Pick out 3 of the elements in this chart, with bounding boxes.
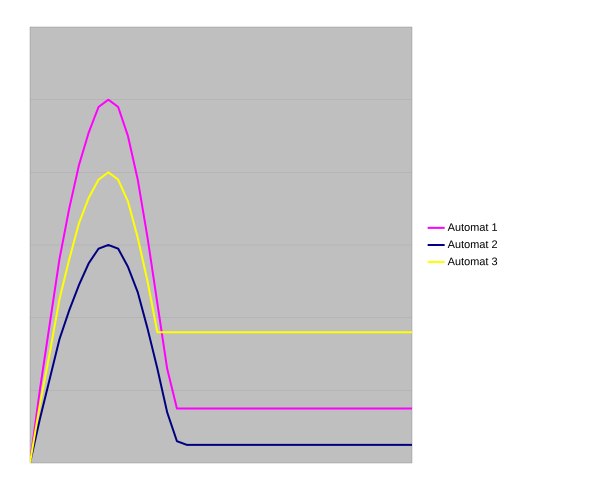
legend-label: Automat 3: [448, 257, 498, 266]
legend-label: Automat 1: [448, 223, 498, 232]
legend-label: Automat 2: [448, 240, 498, 248]
